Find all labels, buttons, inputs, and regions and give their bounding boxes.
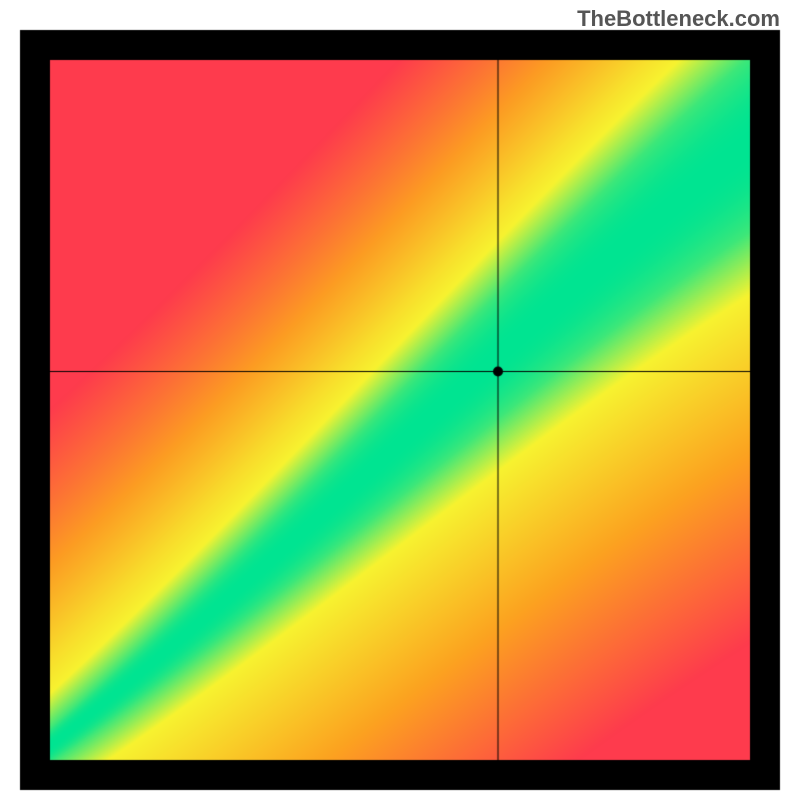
- heatmap-canvas: [0, 0, 800, 800]
- chart-container: TheBottleneck.com: [0, 0, 800, 800]
- watermark-text: TheBottleneck.com: [577, 6, 780, 32]
